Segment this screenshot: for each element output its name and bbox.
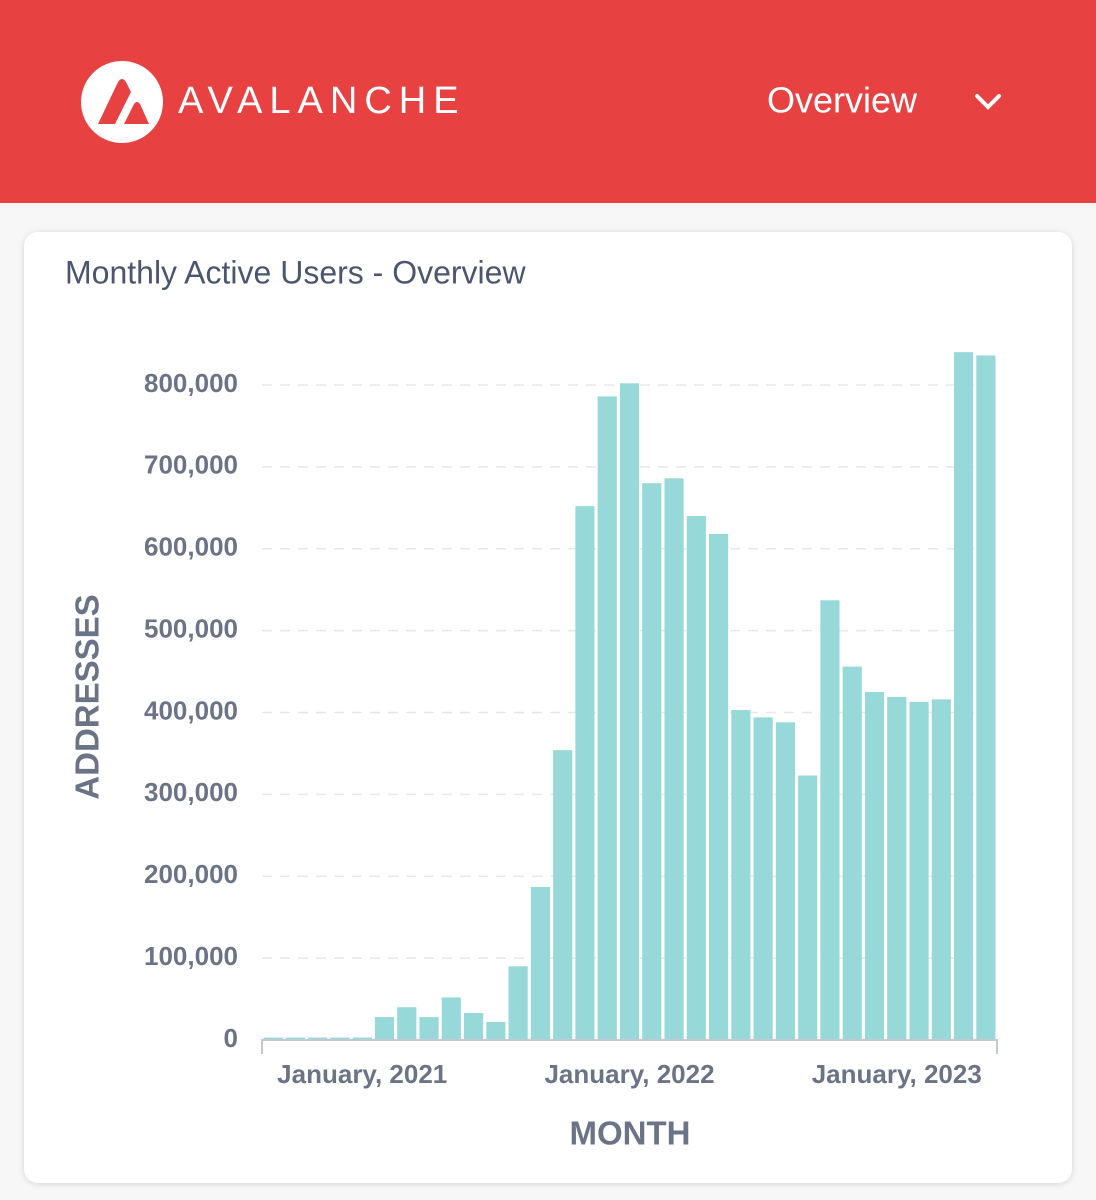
bar — [352, 1037, 372, 1040]
logo-mark — [98, 79, 149, 124]
bar — [374, 1017, 395, 1040]
bar — [330, 1037, 350, 1040]
bar — [709, 533, 729, 1040]
bar — [753, 717, 773, 1040]
bar — [954, 352, 974, 1040]
bar — [931, 699, 951, 1040]
y-tick-label: 700,000 — [144, 450, 238, 480]
y-tick-label: 600,000 — [144, 532, 238, 562]
bar — [864, 692, 885, 1040]
y-tick-label: 300,000 — [144, 777, 238, 807]
bar — [419, 1017, 439, 1040]
y-tick-label: 400,000 — [144, 695, 238, 725]
y-tick-label: 0 — [224, 1023, 238, 1053]
bar — [308, 1037, 328, 1040]
bar — [619, 383, 640, 1040]
bar — [909, 701, 929, 1040]
bar — [686, 515, 706, 1040]
x-axis — [261, 1039, 998, 1054]
bar — [530, 886, 550, 1040]
bar — [464, 1012, 484, 1040]
y-tick-label: 200,000 — [144, 859, 238, 889]
y-tick-label: 800,000 — [144, 368, 238, 398]
bar — [441, 997, 461, 1040]
y-tick-label: 100,000 — [144, 941, 238, 971]
chart-title: Monthly Active Users - Overview — [65, 254, 526, 290]
x-tick-label: January, 2022 — [544, 1059, 714, 1089]
bar — [397, 1007, 417, 1040]
bar — [642, 483, 662, 1040]
bar — [842, 666, 862, 1040]
bar — [976, 355, 996, 1041]
bar — [775, 722, 795, 1040]
bar — [263, 1037, 283, 1040]
y-axis-label: ADDRESSES — [69, 594, 106, 799]
x-tick-label: January, 2021 — [277, 1059, 447, 1089]
bar — [798, 775, 818, 1040]
bar — [820, 600, 840, 1040]
plot: 0 100,000 200,000 300,000 400,000 500,000 600,… — [144, 352, 998, 1089]
brand: AVALANCHE — [178, 80, 466, 122]
header-bar — [0, 0, 1096, 203]
bar — [664, 478, 684, 1040]
x-axis-label: MONTH — [570, 1115, 691, 1152]
y-tick-label: 500,000 — [144, 613, 238, 643]
bar — [731, 710, 751, 1040]
bar — [508, 966, 528, 1040]
bar — [486, 1021, 506, 1040]
bar — [575, 506, 595, 1040]
bar — [597, 396, 617, 1041]
bar — [553, 750, 573, 1040]
bar — [285, 1037, 305, 1040]
menu-label[interactable]: Overview — [767, 80, 918, 121]
chevron[interactable] — [975, 94, 1001, 110]
bar — [887, 696, 907, 1040]
x-tick-label: January, 2023 — [812, 1059, 982, 1089]
